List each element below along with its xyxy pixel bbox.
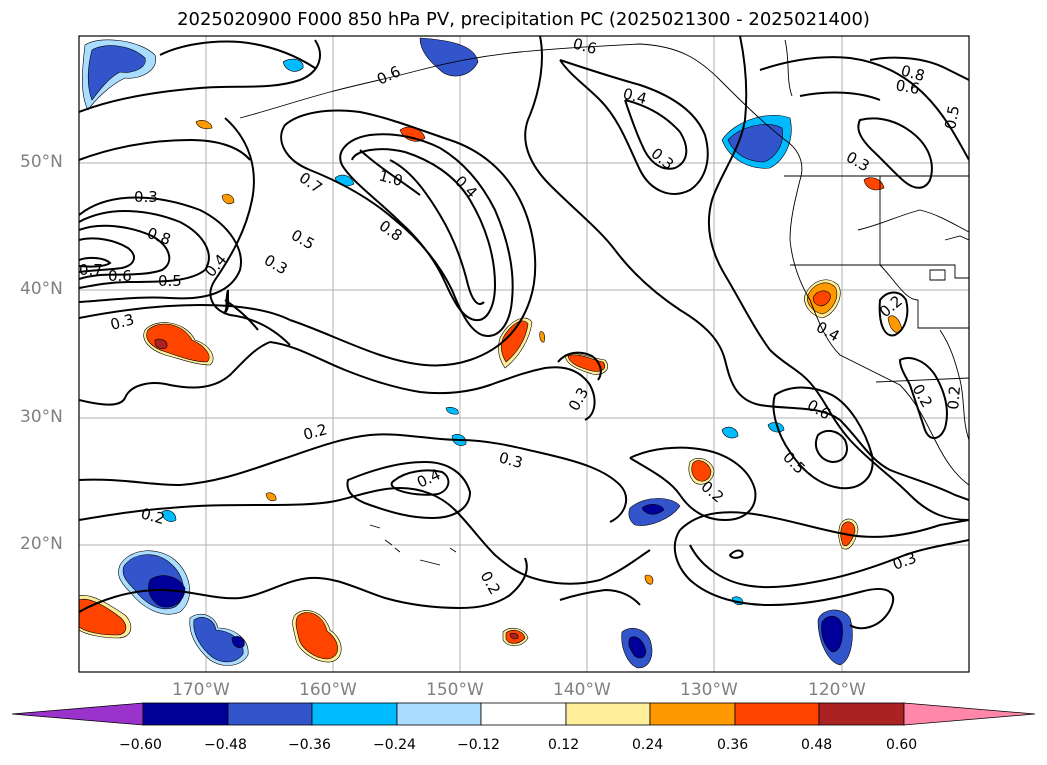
precip-blob — [87, 45, 146, 101]
precip-blob — [539, 331, 545, 343]
precip-blob — [445, 407, 459, 415]
precip-blob — [154, 338, 168, 349]
colorbar-tick-label: 0.36 — [717, 737, 749, 753]
precip-blob — [79, 598, 127, 636]
precip-blob — [812, 290, 831, 307]
precip-blob — [399, 126, 426, 142]
colorbar-tick-label: 0.60 — [886, 737, 918, 753]
colorbar-tick-label: −0.60 — [119, 737, 162, 753]
precip-blob — [419, 37, 479, 77]
map-plot-area: 0.3 0.8 0.6 0.5 0.7 0.4 0.3 0.3 0.7 0.5 … — [79, 34, 969, 672]
colorbar-tick-label: 0.12 — [548, 737, 580, 753]
colorbar-segment — [480, 702, 567, 726]
contour-label: 0.4 — [621, 84, 649, 108]
contour-label: 0.5 — [941, 104, 963, 131]
precip-blob — [509, 632, 519, 640]
lon-tick-label: 130°W — [680, 680, 738, 700]
contour-label: 0.2 — [944, 385, 964, 410]
contour-label: 0.6 — [571, 34, 599, 58]
contour-label: 0.5 — [158, 272, 182, 290]
lon-tick-label: 140°W — [553, 680, 611, 700]
lat-tick-label: 40°N — [20, 279, 63, 299]
precip-blob — [221, 193, 235, 205]
precip-blob — [628, 636, 647, 659]
contour-label: 0.2 — [139, 504, 167, 528]
contour-label: 1.0 — [377, 166, 405, 190]
precip-blob — [641, 504, 665, 515]
colorbar-segment — [565, 702, 651, 726]
contour-label: 0.3 — [497, 448, 525, 472]
colorbar-tick-label: −0.48 — [204, 737, 247, 753]
colorbar-tick-label: −0.24 — [373, 737, 416, 753]
precip-blob — [821, 615, 843, 653]
precip-blob — [767, 422, 785, 433]
contour-label: 0.3 — [108, 310, 136, 334]
precip-blob — [148, 575, 186, 608]
pv-contours — [79, 36, 969, 630]
precip-blob — [231, 636, 245, 648]
colorbar-segment — [142, 702, 229, 726]
colorbar-segment — [311, 702, 398, 726]
lon-tick-label: 160°W — [299, 680, 357, 700]
precipitation-shading — [79, 37, 903, 669]
contour-label: 0.6 — [894, 76, 921, 98]
contour-label: 0.8 — [899, 61, 927, 85]
precip-blob — [644, 574, 654, 585]
colorbar-segment — [396, 702, 482, 726]
precip-blob — [146, 323, 210, 363]
colorbar-tick-label: 0.24 — [632, 737, 664, 753]
lon-tick-label: 120°W — [808, 680, 866, 700]
lat-tick-label: 50°N — [20, 152, 63, 172]
precip-blob — [691, 460, 712, 482]
colorbar-extend-low — [11, 702, 144, 726]
colorbar-tick-label: −0.12 — [457, 737, 500, 753]
colorbar-segment — [649, 702, 736, 726]
colorbar-tick-label: −0.36 — [288, 737, 331, 753]
precip-blob — [567, 354, 606, 372]
precip-blob — [501, 320, 529, 363]
colorbar-extend-high — [903, 702, 1036, 726]
lat-tick-label: 30°N — [20, 407, 63, 427]
map-title: 2025020900 F000 850 hPa PV, precipitatio… — [177, 9, 870, 30]
precip-blob — [282, 58, 304, 72]
contour-label: 0.7 — [79, 261, 103, 279]
colorbar-tick-label: 0.48 — [801, 737, 833, 753]
precip-blob — [863, 177, 885, 191]
precip-blob — [193, 617, 244, 663]
coastlines — [239, 39, 969, 566]
precip-blob — [265, 492, 277, 502]
lon-tick-label: 170°W — [172, 680, 230, 700]
colorbar-segment — [227, 702, 313, 726]
precip-blob — [195, 120, 213, 130]
map-frame — [78, 35, 970, 673]
contour-label: 0.6 — [108, 267, 132, 285]
colorbar — [11, 702, 1036, 726]
colorbar-segment — [818, 702, 905, 726]
colorbar-segment — [734, 702, 820, 726]
precip-blob — [161, 510, 177, 522]
precip-blob — [721, 426, 739, 439]
contour-label: 0.2 — [301, 420, 329, 444]
lat-tick-label: 20°N — [20, 534, 63, 554]
precip-blob — [295, 612, 338, 660]
contour-label: 0.3 — [134, 188, 158, 206]
lon-tick-label: 150°W — [426, 680, 484, 700]
